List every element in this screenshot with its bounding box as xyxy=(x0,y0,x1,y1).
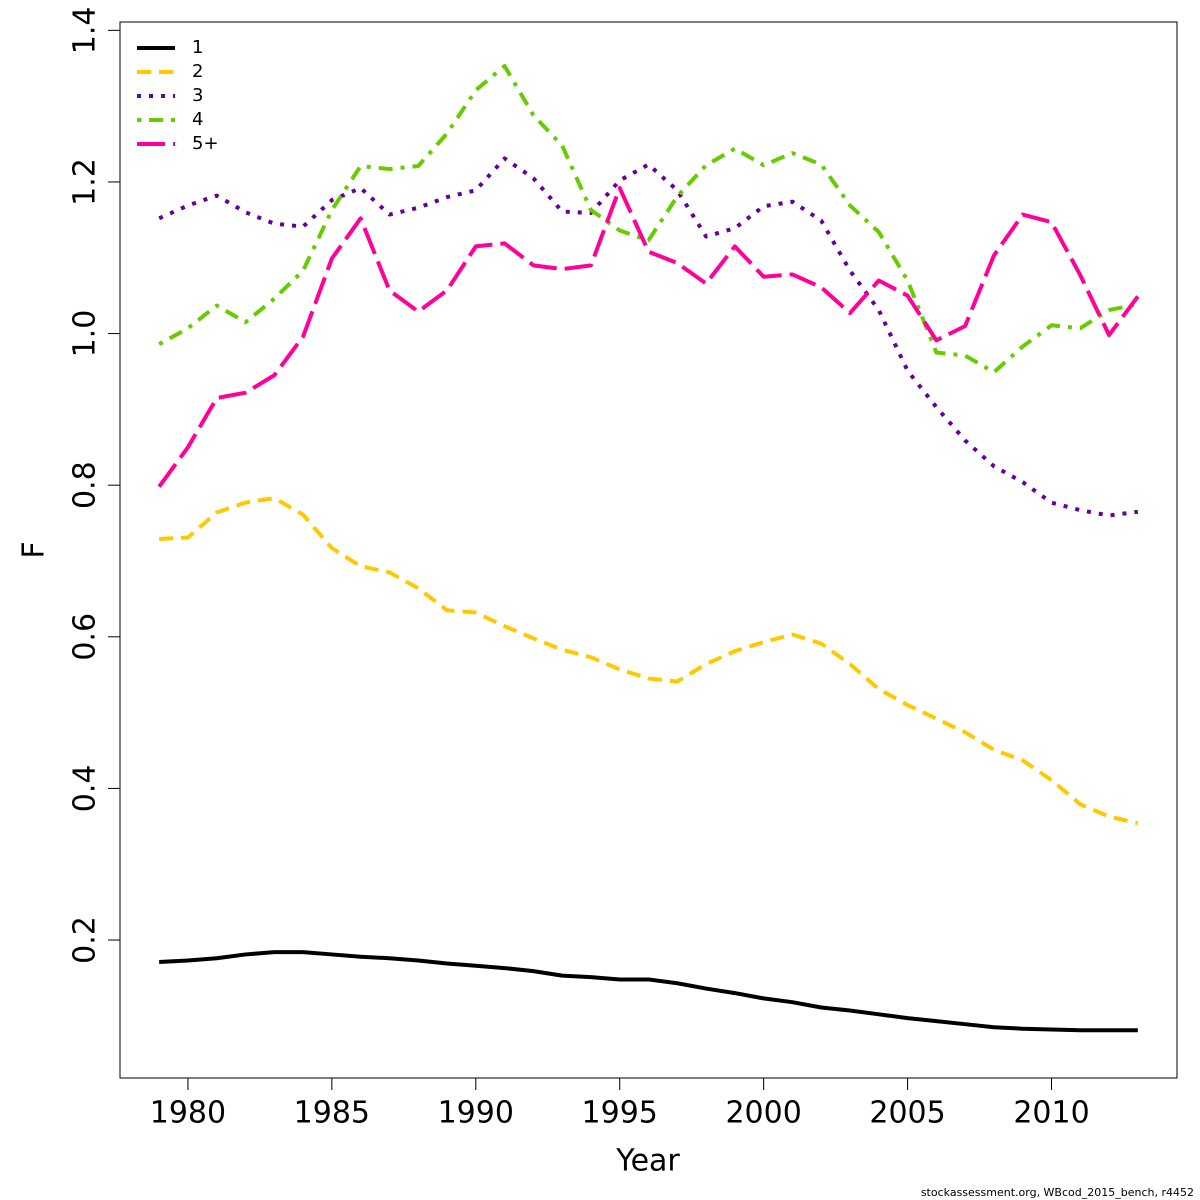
x-tick-label: 1980 xyxy=(150,1096,226,1131)
y-tick-label: 1.0 xyxy=(68,310,103,358)
x-tick-label: 1985 xyxy=(294,1096,370,1131)
y-axis-title: F xyxy=(17,541,52,558)
legend-label: 4 xyxy=(192,109,203,130)
x-tick-label: 1995 xyxy=(582,1096,658,1131)
series-line xyxy=(159,496,1139,826)
series-line xyxy=(158,156,1139,518)
x-tick-label: 1990 xyxy=(438,1096,514,1131)
plot-box xyxy=(119,21,1178,1079)
x-tick-label: 2000 xyxy=(725,1096,801,1131)
footer: stockassessment.org, WBcod_2015_bench, r… xyxy=(921,1186,1194,1199)
legend-label: 3 xyxy=(192,85,203,106)
y-tick-label: 0.2 xyxy=(68,916,103,964)
legend-label: 5+ xyxy=(192,133,219,154)
x-tick-label: 2005 xyxy=(869,1096,945,1131)
x-tick-label: 2010 xyxy=(1013,1096,1089,1131)
legend-label: 2 xyxy=(192,61,203,82)
y-tick-label: 1.2 xyxy=(68,158,103,206)
series-line xyxy=(159,950,1138,1033)
x-axis-title: Year xyxy=(615,1144,680,1179)
series-line xyxy=(157,186,1140,488)
series-line xyxy=(158,63,1139,375)
y-tick-label: 0.4 xyxy=(68,765,103,813)
y-tick-label: 0.6 xyxy=(68,613,103,661)
y-tick-label: 0.8 xyxy=(68,461,103,509)
legend-label: 1 xyxy=(192,37,203,58)
y-tick-label: 1.4 xyxy=(68,6,103,54)
